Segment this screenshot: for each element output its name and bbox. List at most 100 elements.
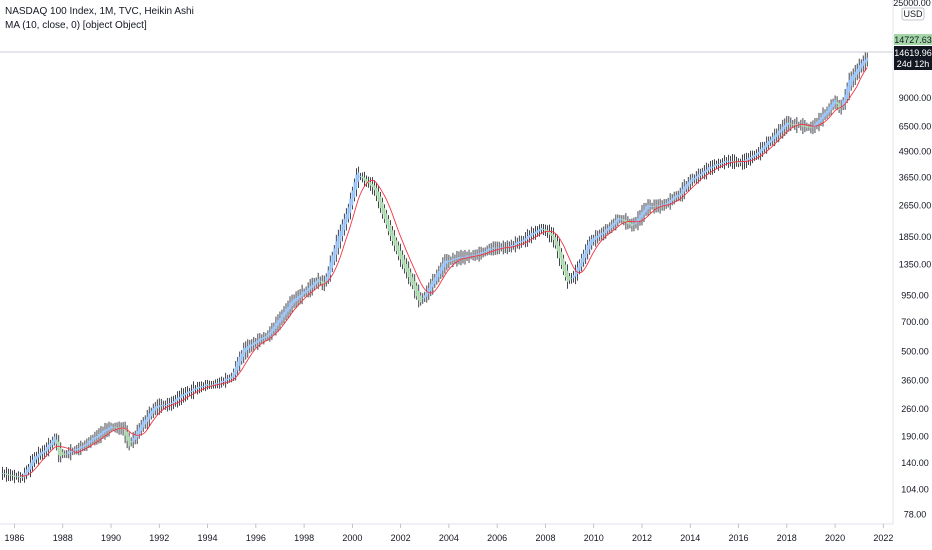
candle-body	[128, 436, 131, 447]
candle-body	[822, 114, 824, 120]
candle-body	[663, 204, 666, 206]
candle-body	[526, 235, 529, 240]
candle-body	[534, 231, 537, 234]
candle-body	[281, 314, 283, 321]
candle-body	[838, 103, 840, 110]
candle-body	[164, 404, 167, 406]
candle-body	[677, 195, 680, 197]
candle-body	[602, 232, 605, 235]
candle-body	[258, 338, 261, 342]
candle-body	[399, 250, 402, 260]
candle-body	[606, 228, 609, 232]
time-tick-label: 2004	[439, 533, 459, 543]
candle-body	[610, 224, 613, 229]
candle-body	[814, 123, 816, 127]
candle-body	[637, 218, 639, 223]
currency-badge[interactable]	[901, 7, 925, 21]
candle-body	[622, 219, 625, 221]
candle-body	[729, 160, 732, 162]
candle-body	[256, 340, 259, 343]
candle-body	[538, 229, 541, 232]
candle-body	[767, 141, 770, 145]
candle-body	[580, 258, 583, 267]
candle-body	[747, 157, 750, 161]
candle-body	[482, 252, 485, 254]
candle-body	[490, 248, 493, 250]
candle-body	[596, 235, 599, 239]
candle-body	[572, 275, 575, 279]
candle-body	[104, 429, 106, 433]
candle-body	[492, 247, 495, 250]
price-tick-label: 1350.00	[899, 260, 932, 270]
candle-body	[361, 176, 364, 179]
candle-body	[337, 236, 340, 248]
candle-body	[343, 218, 346, 231]
candle-body	[425, 290, 428, 297]
candle-body	[725, 160, 728, 163]
candle-body	[705, 169, 708, 172]
candle-body	[325, 276, 328, 284]
candle-body	[96, 436, 98, 439]
candle-body	[830, 104, 832, 110]
candle-body	[383, 207, 386, 220]
currency-label: USD	[903, 9, 923, 19]
candle-body	[69, 451, 72, 453]
candle-body	[73, 449, 76, 452]
candle-body	[192, 388, 195, 392]
candle-body	[248, 344, 251, 349]
candle-body	[703, 170, 706, 174]
candle-body	[818, 119, 820, 124]
candle-body	[765, 142, 768, 148]
candle-body	[92, 437, 94, 442]
candle-body	[655, 205, 657, 207]
candle-body	[675, 195, 678, 198]
candle-body	[100, 432, 102, 436]
candle-body	[417, 290, 420, 301]
candle-body	[172, 401, 175, 404]
time-axis[interactable]: 1986 1988 1990 1992 1994 1996 1998 2000 2002 2004…	[4, 524, 893, 543]
candle-body	[353, 182, 356, 198]
candle-body	[273, 326, 275, 332]
candle-body	[277, 320, 279, 326]
candle-body	[564, 264, 567, 278]
candle-body	[751, 155, 754, 158]
candle-body	[200, 385, 203, 388]
candle-body	[713, 164, 716, 168]
candle-body	[347, 207, 350, 219]
candle-body	[460, 256, 462, 258]
candle-body	[612, 222, 615, 227]
candle-body	[220, 381, 223, 383]
price-tick-label: 1850.00	[899, 232, 932, 242]
candle-body	[55, 439, 58, 444]
price-tick-label: 4900.00	[899, 146, 932, 156]
time-tick-label: 2016	[729, 533, 749, 543]
candle-body	[689, 179, 692, 185]
candle-body	[749, 156, 752, 159]
candle-body	[106, 429, 108, 432]
candle-body	[773, 135, 776, 139]
price-axis[interactable]: 78.00 104.00 140.00 190.00 260.00 360.00 500.0…	[899, 93, 932, 519]
candle-body	[49, 443, 52, 447]
indicator-legend[interactable]: MA (10, close, 0) [object Object]	[5, 20, 147, 31]
candle-body	[67, 451, 70, 454]
candle-body	[486, 249, 489, 252]
candle-body	[645, 206, 647, 213]
candle-body	[160, 405, 163, 407]
candle-body	[435, 273, 438, 281]
candle-body	[214, 383, 217, 385]
time-tick-label: 2018	[777, 533, 797, 543]
candle-body	[102, 430, 104, 435]
candle-body	[791, 123, 794, 125]
candle-body	[608, 226, 611, 230]
candle-body	[190, 390, 193, 392]
candle-body	[450, 259, 452, 262]
candle-body	[196, 386, 199, 390]
candle-body	[176, 397, 179, 401]
candle-body	[122, 428, 124, 430]
symbol-legend[interactable]: NASDAQ 100 Index, 1M, TVC, Heikin Ashi	[5, 6, 194, 17]
candle-body	[71, 450, 74, 452]
candle-body	[7, 474, 10, 476]
time-tick-label: 2002	[391, 533, 411, 543]
candle-body	[349, 198, 352, 213]
